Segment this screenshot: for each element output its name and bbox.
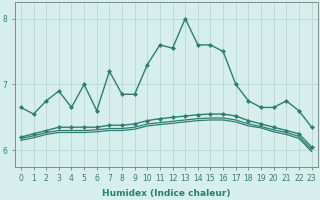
X-axis label: Humidex (Indice chaleur): Humidex (Indice chaleur) (102, 189, 230, 198)
